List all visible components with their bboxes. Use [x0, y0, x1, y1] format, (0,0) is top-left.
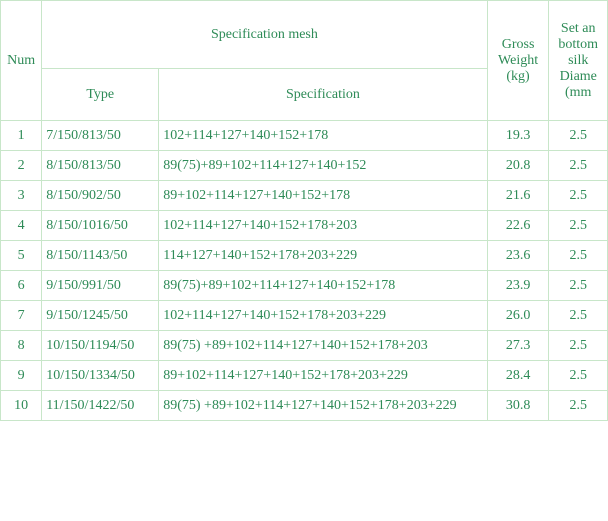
header-gross-weight: Gross Weight (kg) [487, 1, 549, 121]
cell-diameter: 2.5 [549, 361, 608, 391]
cell-diameter: 2.5 [549, 211, 608, 241]
cell-spec: 102+114+127+140+152+178+203+229 [159, 301, 487, 331]
cell-spec: 89+102+114+127+140+152+178 [159, 181, 487, 211]
table-row: 69/150/991/5089(75)+89+102+114+127+140+1… [1, 271, 608, 301]
cell-num: 8 [1, 331, 42, 361]
cell-spec: 89+102+114+127+140+152+178+203+229 [159, 361, 487, 391]
cell-num: 2 [1, 151, 42, 181]
cell-type: 10/150/1334/50 [42, 361, 159, 391]
cell-type: 11/150/1422/50 [42, 391, 159, 421]
cell-type: 8/150/813/50 [42, 151, 159, 181]
cell-weight: 30.8 [487, 391, 549, 421]
table-row: 58/150/1143/50114+127+140+152+178+203+22… [1, 241, 608, 271]
cell-spec: 89(75)+89+102+114+127+140+152+178 [159, 271, 487, 301]
spec-table: Num Specification mesh Gross Weight (kg)… [0, 0, 608, 421]
table-row: 28/150/813/5089(75)+89+102+114+127+140+1… [1, 151, 608, 181]
cell-weight: 23.9 [487, 271, 549, 301]
table-row: 79/150/1245/50102+114+127+140+152+178+20… [1, 301, 608, 331]
table-row: 17/150/813/50102+114+127+140+152+17819.3… [1, 121, 608, 151]
cell-weight: 27.3 [487, 331, 549, 361]
cell-num: 10 [1, 391, 42, 421]
cell-num: 3 [1, 181, 42, 211]
cell-spec: 114+127+140+152+178+203+229 [159, 241, 487, 271]
cell-type: 8/150/1143/50 [42, 241, 159, 271]
cell-num: 1 [1, 121, 42, 151]
cell-spec: 89(75) +89+102+114+127+140+152+178+203+2… [159, 391, 487, 421]
header-diameter: Set an bottom silk Diame (mm [549, 1, 608, 121]
cell-diameter: 2.5 [549, 301, 608, 331]
table-header: Num Specification mesh Gross Weight (kg)… [1, 1, 608, 121]
table-row: 910/150/1334/5089+102+114+127+140+152+17… [1, 361, 608, 391]
table-body: 17/150/813/50102+114+127+140+152+17819.3… [1, 121, 608, 421]
cell-type: 8/150/1016/50 [42, 211, 159, 241]
cell-weight: 26.0 [487, 301, 549, 331]
table-row: 810/150/1194/5089(75) +89+102+114+127+14… [1, 331, 608, 361]
cell-type: 8/150/902/50 [42, 181, 159, 211]
cell-type: 9/150/1245/50 [42, 301, 159, 331]
cell-diameter: 2.5 [549, 181, 608, 211]
table-row: 1011/150/1422/5089(75) +89+102+114+127+1… [1, 391, 608, 421]
cell-diameter: 2.5 [549, 271, 608, 301]
cell-num: 6 [1, 271, 42, 301]
cell-weight: 28.4 [487, 361, 549, 391]
cell-diameter: 2.5 [549, 391, 608, 421]
header-num: Num [1, 1, 42, 121]
cell-diameter: 2.5 [549, 121, 608, 151]
cell-spec: 89(75)+89+102+114+127+140+152 [159, 151, 487, 181]
header-spec-mesh: Specification mesh [42, 1, 487, 69]
cell-weight: 20.8 [487, 151, 549, 181]
cell-diameter: 2.5 [549, 241, 608, 271]
cell-diameter: 2.5 [549, 331, 608, 361]
cell-weight: 21.6 [487, 181, 549, 211]
cell-num: 7 [1, 301, 42, 331]
cell-spec: 89(75) +89+102+114+127+140+152+178+203 [159, 331, 487, 361]
cell-num: 4 [1, 211, 42, 241]
cell-num: 9 [1, 361, 42, 391]
table-row: 48/150/1016/50102+114+127+140+152+178+20… [1, 211, 608, 241]
cell-type: 7/150/813/50 [42, 121, 159, 151]
cell-weight: 23.6 [487, 241, 549, 271]
header-specification: Specification [159, 69, 487, 121]
cell-type: 10/150/1194/50 [42, 331, 159, 361]
cell-num: 5 [1, 241, 42, 271]
cell-spec: 102+114+127+140+152+178+203 [159, 211, 487, 241]
cell-diameter: 2.5 [549, 151, 608, 181]
cell-type: 9/150/991/50 [42, 271, 159, 301]
cell-spec: 102+114+127+140+152+178 [159, 121, 487, 151]
cell-weight: 19.3 [487, 121, 549, 151]
cell-weight: 22.6 [487, 211, 549, 241]
table-row: 38/150/902/5089+102+114+127+140+152+1782… [1, 181, 608, 211]
header-type: Type [42, 69, 159, 121]
